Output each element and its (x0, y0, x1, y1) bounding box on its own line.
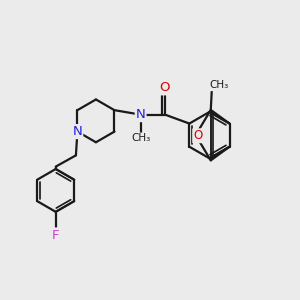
Text: F: F (52, 229, 59, 242)
Text: O: O (160, 81, 170, 94)
Text: CH₃: CH₃ (210, 80, 229, 90)
Text: O: O (193, 129, 203, 142)
Text: N: N (73, 125, 82, 138)
Text: N: N (136, 108, 146, 121)
Text: CH₃: CH₃ (131, 134, 150, 143)
